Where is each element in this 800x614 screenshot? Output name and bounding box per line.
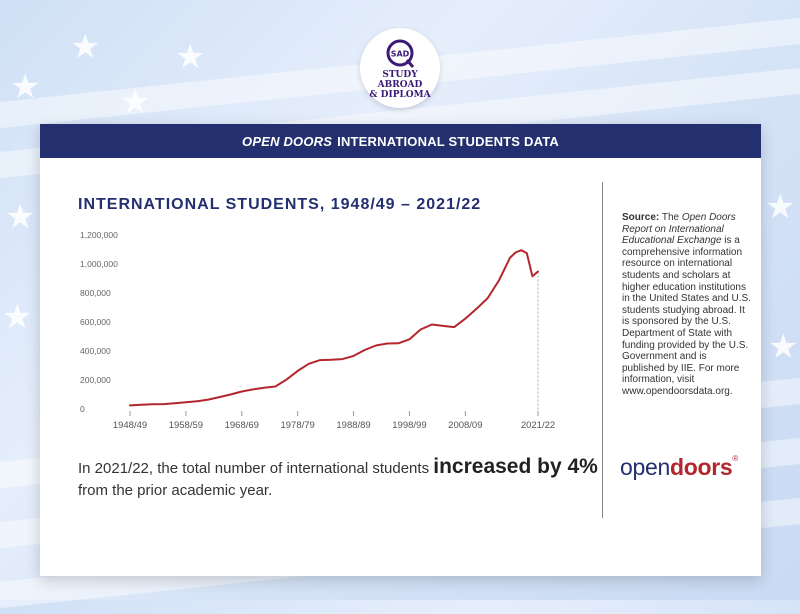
star-icon: ★ bbox=[175, 38, 206, 76]
star-icon: ★ bbox=[120, 83, 151, 121]
source-the: The bbox=[659, 212, 682, 223]
logo-mark-text: SAD bbox=[391, 50, 410, 59]
summary-suffix: from the prior academic year. bbox=[78, 482, 273, 499]
source-report-title: Open Doors Report on International Educa… bbox=[622, 212, 736, 247]
line-chart: 0 200,000 400,000 600,000 800,000 1,000,000 1,… bbox=[80, 230, 555, 431]
sad-emblem-icon: SAD bbox=[386, 39, 415, 68]
star-icon: ★ bbox=[5, 198, 36, 236]
study-abroad-logo[interactable]: SAD STUDY ABROAD & DIPLOMA bbox=[360, 28, 440, 108]
data-card: OPEN DOORS INTERNATIONAL STUDENTS DATA I… bbox=[40, 124, 761, 576]
logo-text: STUDY ABROAD & DIPLOMA bbox=[360, 70, 440, 100]
x-tick-label: 1978/79 bbox=[280, 420, 314, 431]
y-tick-label: 1,000,000 bbox=[80, 259, 118, 269]
opendoors-logo[interactable]: opendoors® bbox=[620, 454, 738, 481]
x-tick-label: 1958/59 bbox=[169, 420, 203, 431]
star-icon: ★ bbox=[2, 298, 33, 336]
card-header: OPEN DOORS INTERNATIONAL STUDENTS DATA bbox=[40, 124, 761, 158]
y-tick-label: 200,000 bbox=[80, 375, 111, 385]
card-header-italic: OPEN DOORS bbox=[242, 133, 333, 149]
card-header-rest: INTERNATIONAL STUDENTS DATA bbox=[337, 133, 559, 149]
logo-line1: STUDY ABROAD bbox=[377, 70, 423, 90]
star-icon: ★ bbox=[765, 188, 796, 226]
x-tick-label: 1998/99 bbox=[392, 420, 426, 431]
star-icon: ★ bbox=[70, 28, 101, 66]
y-tick-label: 800,000 bbox=[80, 288, 111, 298]
x-tick-label: 2008/09 bbox=[448, 420, 482, 431]
series-line-international-students bbox=[129, 249, 539, 407]
vertical-divider bbox=[602, 182, 603, 518]
chart-title: INTERNATIONAL STUDENTS, 1948/49 – 2021/2… bbox=[78, 196, 482, 213]
summary-text: In 2021/22, the total number of internat… bbox=[78, 456, 598, 502]
x-tick-label: 2021/22 bbox=[521, 420, 555, 431]
summary-emphasis: increased by 4% bbox=[433, 455, 598, 478]
y-tick-label: 600,000 bbox=[80, 317, 111, 327]
summary-prefix: In 2021/22, the total number of internat… bbox=[78, 460, 434, 477]
source-body: is a comprehensive information resource … bbox=[622, 235, 751, 397]
logo-line2: & DIPLOMA bbox=[369, 90, 431, 100]
y-tick-label: 1,200,000 bbox=[80, 230, 118, 240]
opendoors-logo-doors: doors bbox=[669, 454, 733, 480]
source-note: Source: The Open Doors Report on Interna… bbox=[622, 212, 752, 398]
star-icon: ★ bbox=[768, 328, 799, 366]
star-icon: ★ bbox=[10, 68, 41, 106]
x-tick-label: 1988/89 bbox=[336, 420, 370, 431]
source-label: Source: bbox=[622, 212, 660, 223]
x-tick-label: 1948/49 bbox=[113, 420, 147, 431]
y-tick-label: 0 bbox=[80, 404, 85, 414]
y-tick-label: 400,000 bbox=[80, 346, 111, 356]
x-tick-label: 1968/69 bbox=[225, 420, 259, 431]
opendoors-logo-open: open bbox=[620, 454, 670, 480]
opendoors-logo-reg: ® bbox=[732, 454, 738, 463]
